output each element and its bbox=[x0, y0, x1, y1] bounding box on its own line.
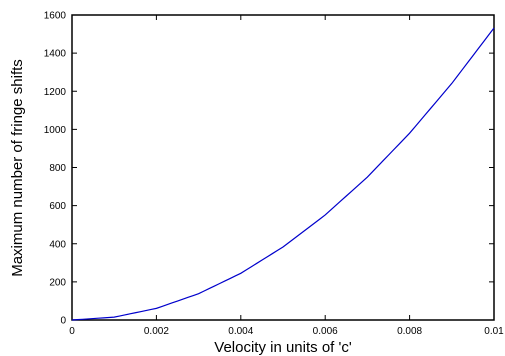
x-tick-label: 0.006 bbox=[313, 326, 338, 337]
x-axis-label: Velocity in units of 'c' bbox=[214, 339, 352, 356]
x-tick-label: 0.002 bbox=[144, 326, 169, 337]
y-tick-label: 800 bbox=[49, 163, 66, 174]
x-tick-label: 0.008 bbox=[397, 326, 422, 337]
x-tick-label: 0.01 bbox=[484, 326, 504, 337]
y-tick-label: 0 bbox=[60, 316, 66, 327]
y-axis-ticks: 0 200 400 600 800 1000 1200 1400 1600 bbox=[44, 11, 494, 327]
x-axis-ticks: 0 0.002 0.004 0.006 0.008 0.01 bbox=[69, 15, 504, 337]
plot-frame bbox=[71, 14, 495, 321]
y-tick-label: 1400 bbox=[44, 49, 67, 60]
y-tick-label: 600 bbox=[49, 201, 66, 212]
y-axis-label: Maximum number of fringe shifts bbox=[9, 59, 26, 277]
y-tick-label: 1600 bbox=[44, 11, 67, 22]
x-tick-label: 0.004 bbox=[228, 326, 253, 337]
y-tick-label: 200 bbox=[49, 277, 66, 288]
y-tick-label: 400 bbox=[49, 239, 66, 250]
y-tick-label: 1000 bbox=[44, 125, 67, 136]
series-layer bbox=[71, 27, 495, 321]
series-line bbox=[71, 27, 495, 321]
plot-area bbox=[71, 14, 495, 321]
x-tick-label: 0 bbox=[69, 326, 75, 337]
y-tick-label: 1200 bbox=[44, 87, 67, 98]
